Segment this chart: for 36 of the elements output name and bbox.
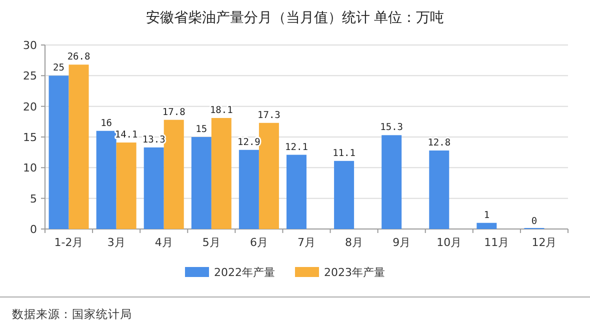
- data-label: 17.8: [162, 106, 186, 118]
- data-label: 15.3: [380, 122, 404, 134]
- data-label: 18.1: [210, 104, 234, 116]
- y-tick-label: 0: [30, 223, 37, 236]
- x-tick-label: 6月: [250, 236, 268, 249]
- x-tick-label: 5月: [202, 236, 220, 249]
- y-tick-label: 10: [23, 162, 37, 175]
- data-label: 12.8: [428, 137, 451, 148]
- x-tick-label: 11月: [484, 236, 510, 249]
- x-tick-label: 3月: [107, 236, 126, 249]
- data-label: 1: [484, 210, 490, 221]
- data-label: 11.1: [332, 148, 356, 159]
- x-tick-label: 8月: [345, 236, 364, 249]
- y-tick-label: 25: [23, 70, 37, 83]
- data-label: 17.3: [258, 110, 280, 121]
- data-label: 25: [53, 62, 64, 74]
- legend-label: 2023年产量: [324, 266, 385, 279]
- source-note: 数据来源：国家统计局: [12, 307, 132, 321]
- data-label: 26.8: [67, 52, 90, 63]
- x-tick-label: 1-2月: [54, 236, 84, 249]
- x-tick-label: 12月: [532, 236, 557, 249]
- y-tick-label: 5: [30, 192, 37, 206]
- y-tick-label: 15: [23, 131, 37, 144]
- x-tick-label: 9月: [392, 236, 411, 249]
- data-label: 0: [531, 216, 538, 227]
- y-tick-label: 30: [23, 39, 37, 52]
- y-tick-label: 20: [23, 100, 37, 114]
- data-label: 15: [196, 124, 208, 135]
- data-label: 12.1: [285, 142, 308, 153]
- legend-label: 2022年产量: [214, 266, 275, 279]
- x-tick-label: 7月: [298, 236, 316, 249]
- x-tick-label: 10月: [436, 236, 462, 249]
- title: 安徽省柴油产量分月（当月值）统计 单位：万吨: [146, 10, 444, 26]
- data-label: 16: [100, 118, 112, 129]
- x-tick-label: 4月: [154, 236, 173, 249]
- data-label: 14.1: [114, 130, 138, 141]
